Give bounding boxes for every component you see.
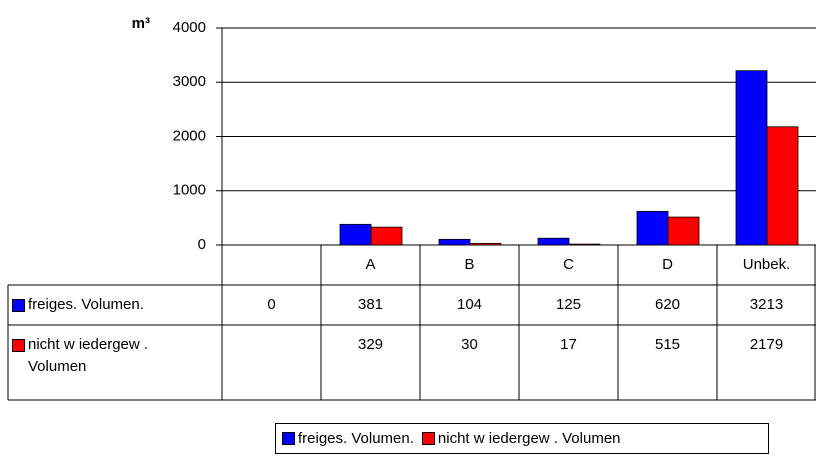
legend-swatch xyxy=(12,299,25,312)
bar xyxy=(370,226,403,246)
y-tick-label: 4000 xyxy=(173,19,206,36)
bar xyxy=(568,243,601,246)
bar xyxy=(339,223,372,246)
table-value: 515 xyxy=(655,336,680,353)
table-row-label: nicht w iedergew . Volumen xyxy=(12,334,162,378)
row-label-text: freiges. Volumen. xyxy=(28,296,144,313)
y-tick-label: 3000 xyxy=(173,73,206,90)
x-tick-label: C xyxy=(563,256,574,273)
table-row-label: freiges. Volumen. xyxy=(12,294,162,316)
bar xyxy=(537,237,570,246)
legend: freiges. Volumen. nicht w iedergew . Volu… xyxy=(275,423,769,454)
bar xyxy=(766,126,799,246)
table-value: 2179 xyxy=(750,336,783,353)
legend-text: nicht w iedergew . Volumen xyxy=(437,430,621,447)
legend-swatch xyxy=(12,339,25,352)
row-label-text: nicht w iedergew . Volumen xyxy=(28,336,149,375)
x-tick-label: D xyxy=(662,256,673,273)
bar xyxy=(667,216,700,246)
x-tick-label: Unbek. xyxy=(743,256,791,273)
table-value: 381 xyxy=(358,296,383,313)
bar xyxy=(636,210,669,246)
legend-text: freiges. Volumen. xyxy=(298,430,414,447)
bar xyxy=(438,238,471,246)
legend-swatch xyxy=(421,432,435,445)
table-value: 30 xyxy=(461,336,478,353)
y-tick-label: 0 xyxy=(198,236,206,253)
legend-swatch xyxy=(282,432,295,445)
y-axis-label: m³ xyxy=(132,15,150,32)
table-value: 3213 xyxy=(750,296,783,313)
bar xyxy=(469,242,502,246)
y-tick-label: 1000 xyxy=(173,182,206,199)
x-tick-label: A xyxy=(365,256,375,273)
x-tick-label: B xyxy=(464,256,474,273)
table-value: 0 xyxy=(267,296,275,313)
y-tick-label: 2000 xyxy=(173,127,206,144)
table-value: 620 xyxy=(655,296,680,313)
table-value: 104 xyxy=(457,296,482,313)
legend-item: nicht w iedergew . Volumen xyxy=(421,430,621,447)
legend-item: freiges. Volumen. xyxy=(282,430,414,447)
bar xyxy=(735,70,768,246)
table-value: 329 xyxy=(358,336,383,353)
table-value: 125 xyxy=(556,296,581,313)
table-value: 17 xyxy=(560,336,577,353)
